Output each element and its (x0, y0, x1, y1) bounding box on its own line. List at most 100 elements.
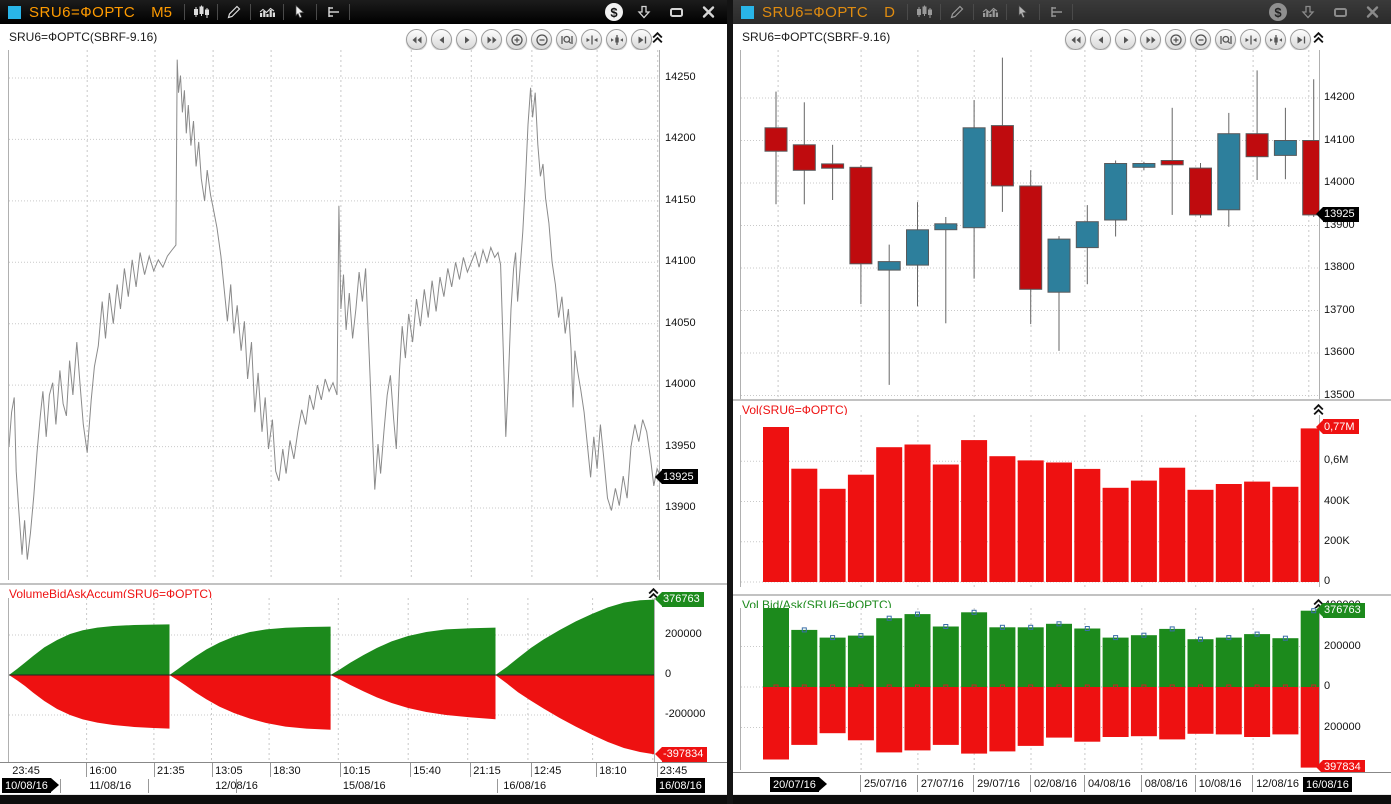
nav-zoom-box-button[interactable] (556, 29, 577, 50)
symbol-title: SRU6=ФОРТС (762, 3, 869, 21)
nav-zoom-in-button[interactable] (1165, 29, 1186, 50)
nav-zoom-box-button[interactable] (1215, 29, 1236, 50)
close-icon[interactable] (1361, 2, 1383, 22)
date-tick (1252, 775, 1254, 792)
volume-bars-chart[interactable] (740, 415, 1320, 587)
toolbar-separator (283, 4, 285, 20)
nav-go-to-end-button[interactable] (1290, 29, 1311, 50)
date-label: 27/07/16 (920, 778, 964, 790)
pane-separator[interactable] (733, 399, 1391, 401)
nav-step-forward-button[interactable] (1115, 29, 1136, 50)
vol-indicator-label: Vol(SRU6=ФОРТС) (742, 403, 848, 417)
axis-tick-label: 200000 (1324, 639, 1361, 652)
axis-tick-label: 14100 (665, 255, 696, 268)
axis-tick-label: 14000 (665, 378, 696, 391)
nav-fast-backward-button[interactable] (406, 29, 427, 50)
nav-fast-forward-button[interactable] (481, 29, 502, 50)
toolbar-separator (250, 4, 252, 20)
current-price-badge: 13925 (655, 469, 698, 485)
axis-tick-label: 0 (1324, 575, 1331, 587)
v-gridlines (86, 50, 659, 580)
titlebar-m5[interactable]: SRU6=ФОРТС M5 $ (0, 0, 727, 24)
current-price-badge: 13925 (1316, 206, 1359, 222)
candlestick-chart-icon[interactable] (190, 2, 212, 22)
titlebar-daily[interactable]: SRU6=ФОРТС D $ (733, 0, 1391, 24)
nav-zoom-in-button[interactable] (506, 29, 527, 50)
nav-fast-backward-button[interactable] (1065, 29, 1086, 50)
pane-separator[interactable] (733, 594, 1391, 596)
nav-fast-forward-button[interactable] (1140, 29, 1161, 50)
cursor-icon[interactable] (1012, 2, 1034, 22)
date-label: 29/07/16 (977, 778, 1020, 790)
dollar-icon[interactable]: $ (605, 3, 623, 21)
collapse-up-icon[interactable] (1312, 403, 1325, 416)
axis-tick-label: 14200 (1324, 91, 1355, 103)
date-tick (1030, 775, 1031, 792)
axis-tick-label: -200000 (665, 708, 706, 720)
candlestick-chart[interactable] (740, 50, 1320, 400)
market-depth-icon[interactable] (256, 2, 278, 22)
time-label: 15:40 (413, 765, 441, 777)
horizontal-scrollbar[interactable] (733, 794, 1391, 804)
nav-step-backward-button[interactable] (1090, 29, 1111, 50)
nav-compress-candles-button[interactable] (1265, 29, 1286, 50)
price-line-chart[interactable] (8, 50, 660, 580)
pane-separator[interactable] (0, 583, 727, 585)
maximize-icon[interactable] (1329, 2, 1351, 22)
axis-tick-label: 13600 (1324, 346, 1355, 358)
bidask-bars-chart[interactable] (740, 608, 1320, 770)
time-tick (530, 763, 532, 777)
indicator-label: VolumeBidAskAccum(SRU6=ФОРТС) (9, 587, 212, 601)
day-separator (60, 779, 62, 793)
maximize-icon[interactable] (665, 2, 687, 22)
period-label[interactable]: D (884, 3, 896, 21)
dollar-icon[interactable]: $ (1269, 3, 1287, 21)
horizontal-scrollbar[interactable] (0, 794, 727, 804)
nav-go-to-end-button[interactable] (631, 29, 652, 50)
nav-zoom-out-button[interactable] (1190, 29, 1211, 50)
arrow-down-icon[interactable] (1297, 2, 1319, 22)
period-label[interactable]: M5 (151, 3, 173, 21)
time-tick (86, 763, 88, 777)
objects-list-icon[interactable] (322, 2, 344, 22)
time-axis[interactable]: 10/08/16 16/08/16 23:45 16:00 21:35 13:05 18… (0, 762, 727, 794)
candlestick-chart-icon[interactable] (913, 2, 935, 22)
collapse-up-icon[interactable] (1312, 31, 1325, 44)
axis-tick-label: 0 (1324, 680, 1331, 692)
chart-nav-toolbar (406, 29, 652, 50)
pencil-icon[interactable] (223, 2, 245, 22)
nav-step-forward-button[interactable] (456, 29, 477, 50)
bidask-bars (763, 608, 1319, 768)
collapse-up-icon[interactable] (651, 31, 664, 44)
date-label: 08/08/16 (1144, 778, 1188, 790)
time-label: 18:10 (599, 765, 627, 777)
pencil-icon[interactable] (946, 2, 968, 22)
date-label: 12/08/16 (1256, 778, 1299, 790)
nav-zoom-out-button[interactable] (531, 29, 552, 50)
nav-compress-candles-button[interactable] (606, 29, 627, 50)
ask-max-badge: 397834 (1316, 759, 1365, 775)
toolbar-separator (1072, 4, 1074, 20)
arrow-down-icon[interactable] (633, 2, 655, 22)
objects-list-icon[interactable] (1045, 2, 1067, 22)
market-depth-icon[interactable] (979, 2, 1001, 22)
time-tick (470, 763, 472, 777)
accum-max-badge: 376763 (655, 591, 704, 607)
candles (764, 57, 1319, 385)
axis-tick-label: 14100 (1324, 133, 1355, 146)
date-axis[interactable]: 20/07/16 16/08/16 25/07/16 27/07/16 29/07/… (733, 772, 1391, 794)
window-icon (741, 5, 754, 19)
day-separator (497, 779, 498, 793)
nav-step-backward-button[interactable] (431, 29, 452, 50)
date-label: 12/08/16 (215, 780, 258, 792)
axis-tick-label: 13800 (1324, 261, 1355, 273)
cursor-icon[interactable] (289, 2, 311, 22)
close-icon[interactable] (697, 2, 719, 22)
time-label: 13:05 (215, 765, 243, 777)
nav-compress-horizontal-button[interactable] (581, 29, 602, 50)
day-separator (148, 779, 150, 793)
axis-tick-label: 13900 (665, 501, 696, 513)
toolbar-separator (1039, 4, 1041, 20)
nav-compress-horizontal-button[interactable] (1240, 29, 1261, 50)
accum-indicator-chart[interactable] (8, 598, 655, 762)
